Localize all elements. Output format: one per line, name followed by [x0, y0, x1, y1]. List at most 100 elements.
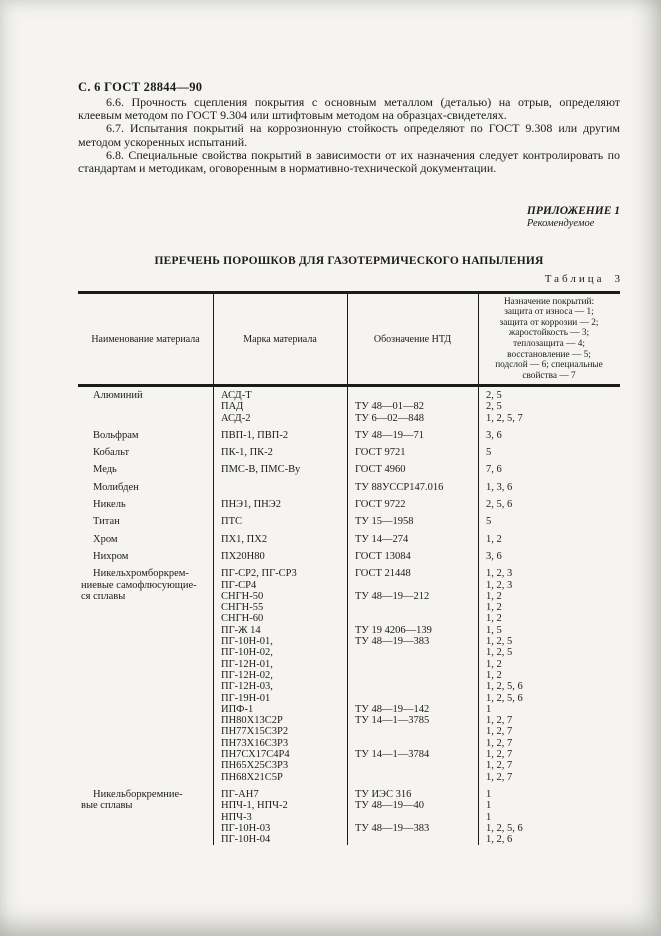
ntd-line: ТУ 48—19—212 [355, 590, 430, 602]
purpose-codes-line: 3, 6 [486, 550, 502, 562]
material-name-line: вые сплавы [81, 800, 133, 812]
material-name-line: ся сплавы [81, 590, 126, 602]
purpose-codes-line: 1, 2 [486, 533, 502, 545]
material-mark-line: ПТС [221, 516, 242, 528]
material-name-line: Никельхромборкрем- [93, 568, 189, 580]
ntd-line [355, 772, 478, 783]
table-header-divider [78, 384, 620, 387]
purpose-codes-line: 2, 5, 6 [486, 499, 513, 511]
ntd-cell: ГОСТ 4960 [347, 464, 478, 475]
purpose-cell: 2, 5 2, 5 1, 2, 5, 7 [478, 390, 620, 424]
material-name-cell: Алюминий [78, 390, 213, 424]
material-name-cell: Никельборкремние-вые сплавы [78, 789, 213, 845]
table-caption-word: Таблица [544, 273, 605, 285]
purpose-codes-line: 1, 2, 5, 6 [486, 681, 523, 693]
ntd-line: ТУ 14—1—3784 [355, 749, 430, 761]
material-mark-cell: ПХ20Н80 [213, 551, 347, 562]
col-header-material-mark: Марка материала [243, 333, 317, 345]
purpose-codes-line: 1 [486, 703, 492, 715]
purpose-header-line: подслой — 6; специальные [495, 360, 603, 371]
material-mark-cell: АСД-Т ПАД АСД-2 [213, 390, 347, 424]
purpose-codes-line: 1, 2, 7 [486, 737, 513, 749]
table-body: Алюминий АСД-Т ПАД АСД-2 ТУ 48—01—82 ТУ 6—02… [78, 387, 620, 845]
ntd-line [355, 580, 478, 591]
purpose-cell: 1, 3, 6 [478, 482, 620, 493]
purpose-codes-line: 3, 6 [486, 429, 502, 441]
material-mark-line: ПАД [221, 401, 244, 413]
material-name-line: Хром [93, 533, 118, 545]
purpose-header-line: защита от износа — 1; [504, 307, 594, 318]
purpose-header-line: свойства — 7 [522, 370, 576, 381]
material-name-line: Никельборкремние- [93, 788, 183, 800]
purpose-cell: 1 1 1 1, 2, 5, 6 1, 2, 6 [478, 789, 620, 845]
appendix-subtitle: Рекомендуемое [526, 218, 595, 229]
table-top-border [78, 291, 620, 294]
ntd-line [355, 681, 478, 692]
ntd-cell: ГОСТ 21448 ТУ 48—19—212 ТУ 19 4206—139 ТУ… [347, 568, 478, 783]
ntd-line: ТУ 15—1958 [355, 516, 414, 528]
purpose-codes-line: 1, 2 [486, 590, 502, 602]
purpose-cell: 2, 5, 6 [478, 499, 620, 510]
material-name-cell: Хром [78, 534, 213, 545]
table-header-row: Наименование материала Марка материала О… [78, 294, 620, 384]
material-name-cell: Никель [78, 499, 213, 510]
material-name-line: Вольфрам [93, 429, 139, 441]
ntd-line [355, 390, 478, 401]
material-mark-line: ИПФ-1 [221, 703, 254, 715]
purpose-codes-line: 1, 2 [486, 669, 502, 681]
purpose-codes-line: 1 [486, 788, 492, 800]
material-name-cell: Нихром [78, 551, 213, 562]
table-caption-number: 3 [614, 273, 621, 285]
material-mark-line: ПГ-12Н-01, [221, 658, 273, 670]
material-name-cell: Медь [78, 464, 213, 475]
ntd-line: ГОСТ 9722 [355, 499, 406, 511]
paragraph-6-8: 6.8. Специальные свойства покрытий в зав… [78, 147, 620, 176]
ntd-line [355, 726, 478, 737]
material-mark-line: ПГ-12Н-03, [221, 681, 273, 693]
ntd-line [355, 738, 478, 749]
purpose-codes-line: 1, 2, 3 [486, 579, 513, 591]
material-mark-line: НПЧ-1, НПЧ-2 [221, 800, 288, 812]
ntd-line: ТУ 48—19—40 [355, 800, 424, 812]
table-group-row: Вольфрам ПВП-1, ПВП-2 ТУ 48—19—71 3, 6 [78, 430, 620, 441]
material-mark-line: АСД-2 [221, 412, 251, 424]
purpose-codes-line: 1, 2, 5, 6 [486, 692, 523, 704]
material-mark-line: ПН65Х25С3Р3 [221, 760, 289, 772]
col-header-purpose: Назначение покрытий: защита от износа — 1… [478, 294, 620, 384]
material-mark-line: ПН7СХ17С4Р4 [221, 749, 290, 761]
material-mark-line: СНГН-50 [221, 590, 264, 602]
material-mark-line: ПХ20Н80 [221, 550, 265, 562]
material-mark-cell: ПХ1, ПХ2 [213, 534, 347, 545]
purpose-codes-line: 1, 2, 5, 7 [486, 412, 523, 424]
purpose-codes-line: 1, 2, 7 [486, 715, 513, 727]
ntd-cell: ГОСТ 9721 [347, 447, 478, 458]
ntd-line [355, 834, 478, 845]
ntd-line [355, 812, 478, 823]
ntd-line: ТУ 48—19—142 [355, 703, 430, 715]
ntd-line: ТУ ИЭС 316 [355, 788, 412, 800]
material-name-line: Никель [93, 499, 126, 511]
table-group-row: Нихром ПХ20Н80 ГОСТ 13084 3, 6 [78, 551, 620, 562]
ntd-line: ТУ 19 4206—139 [355, 624, 432, 636]
purpose-cell: 3, 6 [478, 430, 620, 441]
table-column-divider-3 [478, 291, 479, 845]
purpose-codes-line: 1, 2, 6 [486, 834, 513, 845]
material-mark-line: ПГ-СР4 [221, 579, 257, 591]
paragraph-6-6: 6.6. Прочность сцепления покрытия с осно… [78, 95, 620, 123]
material-mark-cell: ПГ-АН7 НПЧ-1, НПЧ-2 НПЧ-3 ПГ-10Н-03 ПГ-10Н-0… [213, 789, 347, 845]
table-group-row: Никельхромборкрем-ниевые самофлюсующие-с… [78, 568, 620, 783]
purpose-codes-line: 1, 2 [486, 658, 502, 670]
material-mark-line: ПК-1, ПК-2 [221, 447, 273, 459]
purpose-codes-line: 2, 5 [486, 401, 502, 413]
purpose-header-line: жаростойкость — 3; [508, 328, 590, 339]
material-mark-line: НПЧ-3 [221, 811, 252, 823]
purpose-codes-line: 1, 2, 7 [486, 771, 513, 783]
purpose-codes-line: 1, 3, 6 [486, 481, 513, 493]
ntd-cell: ТУ 14—274 [347, 534, 478, 545]
ntd-line: ТУ 48—01—82 [355, 401, 424, 413]
material-mark-cell: ПГ-СР2, ПГ-СР3 ПГ-СР4 СНГН-50 СНГН-55 СНГН-6… [213, 568, 347, 783]
material-name-line: Молибден [93, 481, 139, 493]
material-mark-line: ПМС-В, ПМС-Ву [221, 464, 301, 476]
ntd-line: ТУ 88УССР147.016 [355, 481, 444, 493]
